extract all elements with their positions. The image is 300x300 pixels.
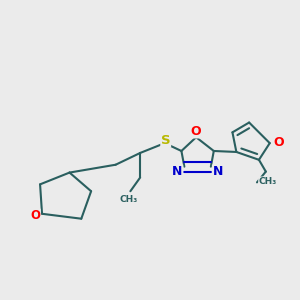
Text: O: O: [273, 136, 284, 148]
Text: O: O: [30, 209, 40, 222]
Text: O: O: [191, 125, 201, 138]
Text: CH₃: CH₃: [259, 177, 277, 186]
Text: N: N: [212, 165, 223, 178]
Text: S: S: [161, 134, 170, 147]
Text: N: N: [172, 165, 183, 178]
Text: CH₃: CH₃: [119, 195, 137, 204]
